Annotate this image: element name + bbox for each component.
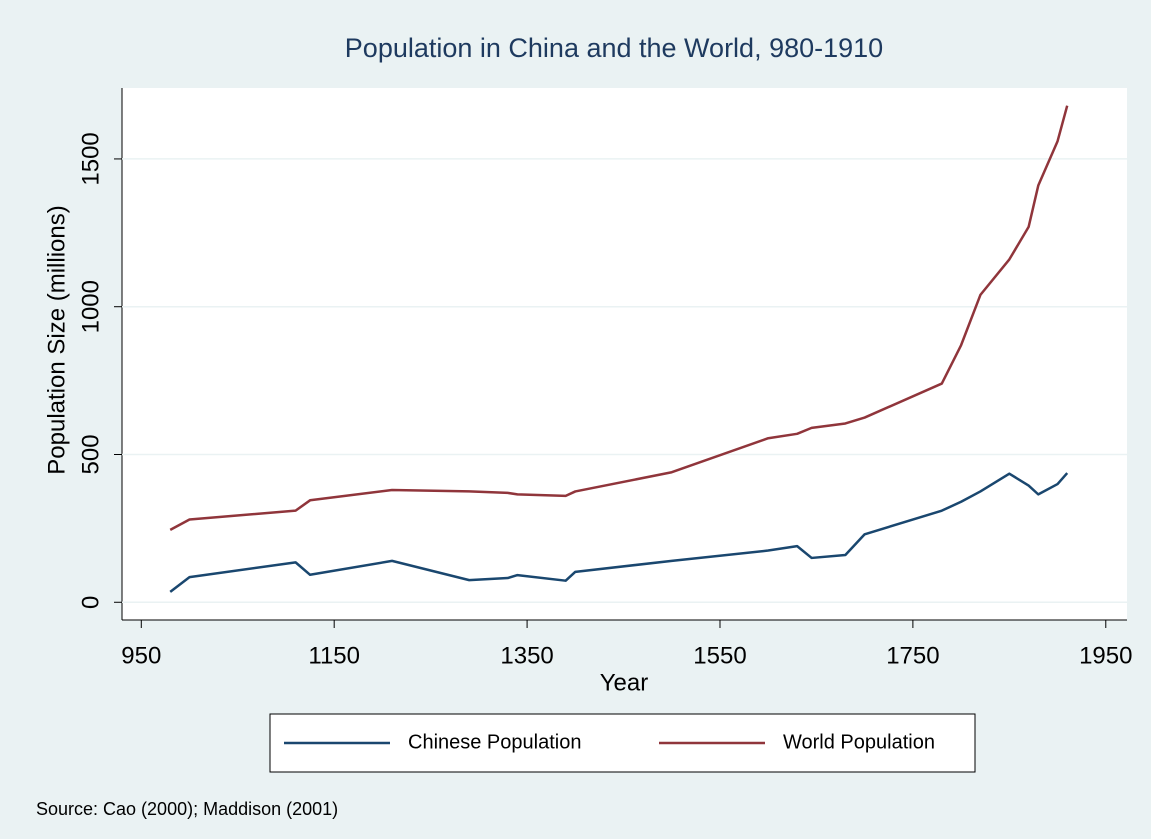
x-tick-label: 950 <box>121 642 161 669</box>
x-tick-label: 1550 <box>693 642 746 669</box>
series-line <box>169 472 1069 593</box>
y-tick-label: 1000 <box>77 280 104 333</box>
source-note: Source: Cao (2000); Maddison (2001) <box>36 799 338 819</box>
y-tick-label: 1500 <box>77 132 104 185</box>
y-tick-label: 0 <box>77 596 104 609</box>
legend-label: Chinese Population <box>408 731 581 753</box>
plot-area <box>122 88 1127 620</box>
chart-title: Population in China and the World, 980-1… <box>345 33 883 63</box>
x-axis-label: Year <box>600 669 649 696</box>
grid <box>114 88 1127 628</box>
y-tick-label: 500 <box>77 434 104 474</box>
marks <box>169 105 1069 593</box>
x-tick-label: 1350 <box>500 642 553 669</box>
series-line <box>169 105 1069 531</box>
legend-label: World Population <box>783 731 935 753</box>
x-tick-label: 1950 <box>1079 642 1132 669</box>
x-tick-label: 1750 <box>886 642 939 669</box>
x-tick-label: 1150 <box>308 642 360 669</box>
y-axis-label: Population Size (millions) <box>43 205 70 474</box>
